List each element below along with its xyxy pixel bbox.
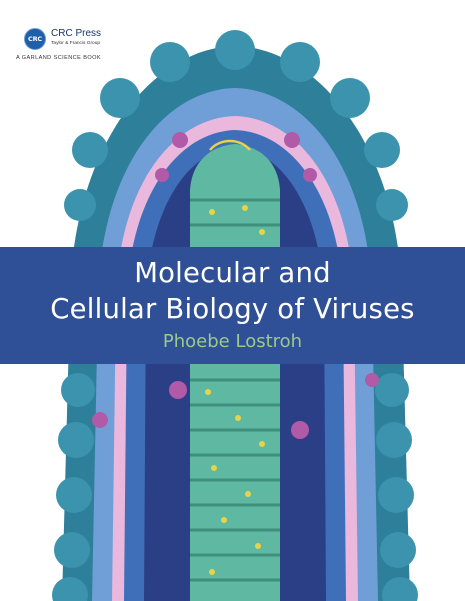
title-band	[0, 247, 465, 364]
publisher-block: CRC CRC Press Taylor & Francis Group A G…	[14, 26, 204, 66]
core-stripes	[190, 198, 280, 582]
publisher-imprint: A GARLAND SCIENCE BOOK	[16, 55, 101, 61]
magenta-proteins	[92, 132, 379, 439]
crc-press-logo: CRC	[24, 28, 46, 50]
publisher-group: Taylor & Francis Group	[51, 41, 101, 46]
book-title-line-1: Molecular and	[134, 257, 331, 289]
yellow-spots	[205, 205, 265, 575]
logo-text: CRC	[28, 35, 42, 43]
book-title-line-2: Cellular Biology of Viruses	[50, 293, 415, 325]
author-name: Phoebe Lostroh	[162, 331, 303, 352]
envelope-knobs	[52, 30, 418, 601]
rna-strand	[209, 139, 251, 151]
nucleocapsid-core	[190, 144, 280, 601]
publisher-name: CRC Press	[51, 28, 102, 39]
